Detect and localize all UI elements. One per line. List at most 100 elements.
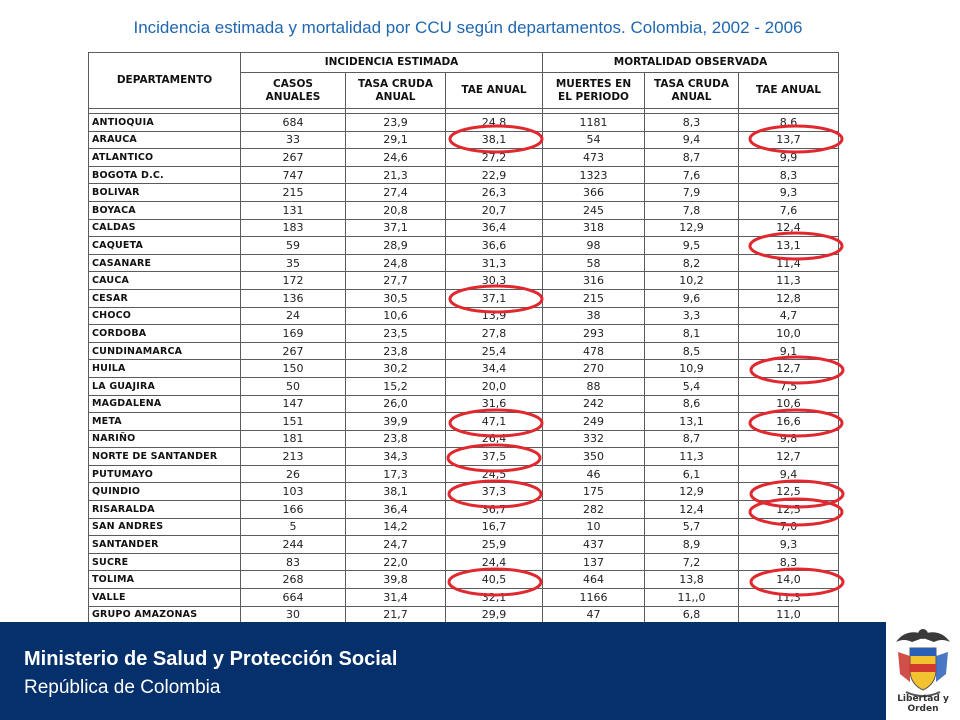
tae-inc-cell: 31,6 bbox=[445, 394, 543, 414]
table-row: CASANARE 35 24,8 31,3 58 8,2 11,4 bbox=[88, 253, 839, 273]
table-row: LA GUAJIRA 50 15,2 20,0 88 5,4 7,5 bbox=[88, 376, 839, 396]
cases-cell: 267 bbox=[240, 148, 346, 167]
deaths-cell: 464 bbox=[542, 570, 645, 590]
department-cell: ARAUCA bbox=[88, 130, 241, 150]
crude-mort-cell: 7,2 bbox=[644, 552, 739, 572]
deaths-cell: 437 bbox=[542, 535, 645, 554]
crude-inc-cell: 24,7 bbox=[345, 535, 446, 554]
tae-inc-cell: 24,8 bbox=[445, 113, 543, 132]
deaths-cell: 282 bbox=[542, 500, 645, 519]
crude-inc-cell: 27,4 bbox=[345, 183, 446, 202]
crude-inc-cell: 36,4 bbox=[345, 500, 446, 519]
table-row: BOLIVAR 215 27,4 26,3 366 7,9 9,3 bbox=[88, 183, 839, 202]
department-cell: ANTIOQUIA bbox=[88, 113, 241, 132]
crude-inc-cell: 30,2 bbox=[345, 359, 446, 378]
cases-cell: 147 bbox=[240, 394, 346, 414]
tae-inc-cell: 22,9 bbox=[445, 165, 543, 185]
cases-cell: 747 bbox=[240, 165, 346, 185]
crude-inc-cell: 39,9 bbox=[345, 412, 446, 431]
tae-inc-cell: 27,8 bbox=[445, 324, 543, 343]
cases-cell: 166 bbox=[240, 500, 346, 519]
tae-mort-cell: 7,6 bbox=[738, 200, 839, 220]
tae-mort-cell: 8,6 bbox=[738, 113, 839, 132]
cases-cell: 136 bbox=[240, 288, 346, 308]
crude-mort-cell: 9,4 bbox=[644, 130, 739, 150]
department-cell: PUTUMAYO bbox=[88, 464, 241, 484]
cases-cell: 664 bbox=[240, 588, 346, 607]
table-row: ATLANTICO 267 24,6 27,2 473 8,7 9,9 bbox=[88, 148, 839, 167]
table-row: META 151 39,9 47,1 249 13,1 16,6 bbox=[88, 412, 839, 431]
tae-mort-cell: 12,7 bbox=[738, 359, 839, 378]
crude-inc-cell: 27,7 bbox=[345, 271, 446, 290]
tae-inc-cell: 16,7 bbox=[445, 517, 543, 537]
deaths-cell: 38 bbox=[542, 306, 645, 326]
deaths-cell: 88 bbox=[542, 376, 645, 396]
department-cell: NORTE DE SANTANDER bbox=[88, 447, 241, 466]
crude-inc-cell: 34,3 bbox=[345, 447, 446, 466]
tae-mort-cell: 11,3 bbox=[738, 271, 839, 290]
tae-mort-cell: 8,3 bbox=[738, 165, 839, 185]
deaths-cell: 1323 bbox=[542, 165, 645, 185]
deaths-cell: 98 bbox=[542, 236, 645, 255]
department-cell: CORDOBA bbox=[88, 324, 241, 343]
crude-inc-cell: 17,3 bbox=[345, 464, 446, 484]
crude-mort-cell: 11,,0 bbox=[644, 588, 739, 607]
table-row: TOLIMA 268 39,8 40,5 464 13,8 14,0 bbox=[88, 570, 839, 590]
tae-mort-cell: 11,3 bbox=[738, 588, 839, 607]
crude-inc-cell: 26,0 bbox=[345, 394, 446, 414]
tae-inc-cell: 26,3 bbox=[445, 183, 543, 202]
cases-cell: 103 bbox=[240, 482, 346, 502]
table-row: CAQUETA 59 28,9 36,6 98 9,5 13,1 bbox=[88, 236, 839, 255]
crude-mort-cell: 11,3 bbox=[644, 447, 739, 466]
department-cell: MAGDALENA bbox=[88, 394, 241, 414]
tae-inc-cell: 27,2 bbox=[445, 148, 543, 167]
deaths-cell: 316 bbox=[542, 271, 645, 290]
department-cell: CALDAS bbox=[88, 218, 241, 238]
department-cell: CHOCO bbox=[88, 306, 241, 326]
table-row: CORDOBA 169 23,5 27,8 293 8,1 10,0 bbox=[88, 324, 839, 343]
crude-inc-cell: 38,1 bbox=[345, 482, 446, 502]
department-cell: TOLIMA bbox=[88, 570, 241, 590]
tae-inc-cell: 36,4 bbox=[445, 218, 543, 238]
department-cell: BOGOTA D.C. bbox=[88, 165, 241, 185]
tae-mort-cell: 9,1 bbox=[738, 341, 839, 361]
table-row: BOYACA 131 20,8 20,7 245 7,8 7,6 bbox=[88, 200, 839, 220]
deaths-cell: 270 bbox=[542, 359, 645, 378]
department-cell: SUCRE bbox=[88, 552, 241, 572]
table-row: SAN ANDRES 5 14,2 16,7 10 5,7 7,0 bbox=[88, 517, 839, 537]
tae-mort-cell: 12,4 bbox=[738, 218, 839, 238]
crude-mort-cell: 13,1 bbox=[644, 412, 739, 431]
tae-mort-cell: 10,0 bbox=[738, 324, 839, 343]
table-row: RISARALDA 166 36,4 36,7 282 12,4 12,5 bbox=[88, 500, 839, 519]
table-row: CALDAS 183 37,1 36,4 318 12,9 12,4 bbox=[88, 218, 839, 238]
cases-cell: 183 bbox=[240, 218, 346, 238]
crude-inc-cell: 24,6 bbox=[345, 148, 446, 167]
department-cell: QUINDIO bbox=[88, 482, 241, 502]
cases-cell: 50 bbox=[240, 376, 346, 396]
department-cell: CESAR bbox=[88, 288, 241, 308]
table-row: ARAUCA 33 29,1 38,1 54 9,4 13,7 bbox=[88, 130, 839, 150]
crude-mort-cell: 8,3 bbox=[644, 113, 739, 132]
tae-inc-cell: 37,3 bbox=[445, 482, 543, 502]
header-deaths: MUERTES EN EL PERIODO bbox=[542, 72, 645, 109]
department-cell: CASANARE bbox=[88, 253, 241, 273]
table-row: VALLE 664 31,4 32,1 1166 11,,0 11,3 bbox=[88, 588, 839, 607]
department-cell: META bbox=[88, 412, 241, 431]
deaths-cell: 293 bbox=[542, 324, 645, 343]
table-row: CHOCO 24 10,6 13,9 38 3,3 4,7 bbox=[88, 306, 839, 326]
department-cell: RISARALDA bbox=[88, 500, 241, 519]
crude-inc-cell: 23,8 bbox=[345, 341, 446, 361]
crude-inc-cell: 20,8 bbox=[345, 200, 446, 220]
header-cases: CASOS ANUALES bbox=[240, 72, 346, 109]
tae-mort-cell: 7,0 bbox=[738, 517, 839, 537]
table-row: ANTIOQUIA 684 23,9 24,8 1181 8,3 8,6 bbox=[88, 113, 839, 132]
deaths-cell: 1166 bbox=[542, 588, 645, 607]
table-row: NORTE DE SANTANDER 213 34,3 37,5 350 11,3 12,7 bbox=[88, 447, 839, 466]
table-row: SUCRE 83 22,0 24,4 137 7,2 8,3 bbox=[88, 552, 839, 572]
tae-mort-cell: 10,6 bbox=[738, 394, 839, 414]
tae-inc-cell: 26,4 bbox=[445, 429, 543, 449]
cases-cell: 33 bbox=[240, 130, 346, 150]
deaths-cell: 366 bbox=[542, 183, 645, 202]
footer-bar: Ministerio de Salud y Protección Social … bbox=[0, 622, 886, 720]
tae-mort-cell: 11,4 bbox=[738, 253, 839, 273]
